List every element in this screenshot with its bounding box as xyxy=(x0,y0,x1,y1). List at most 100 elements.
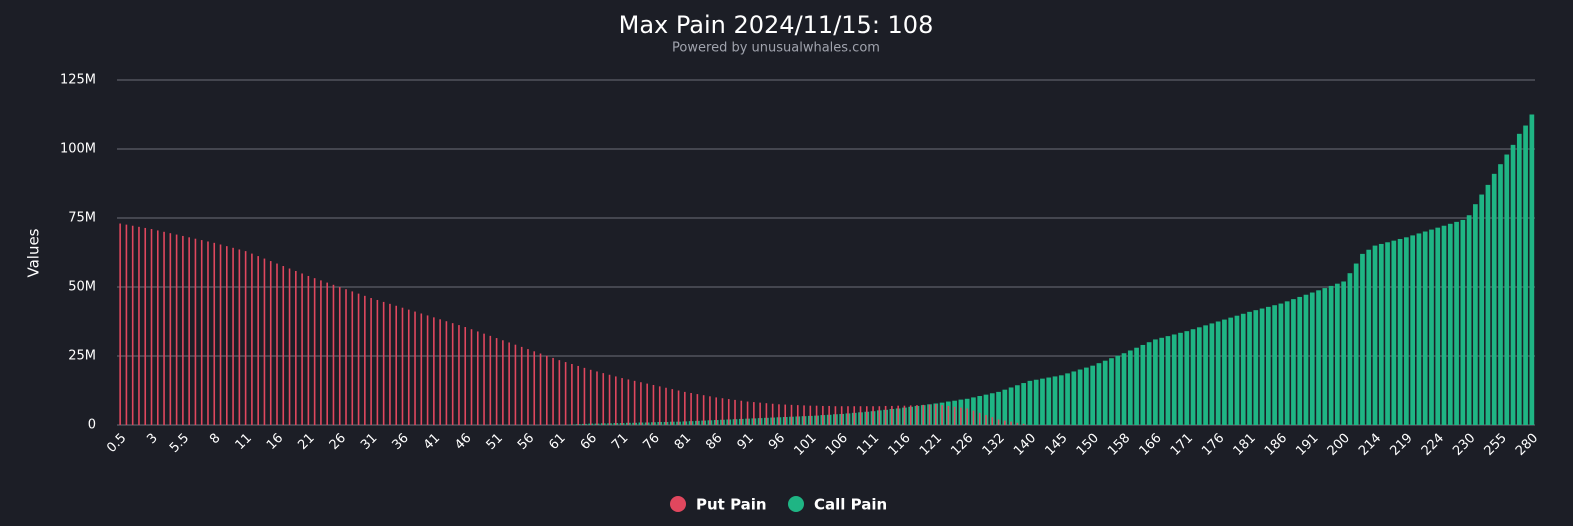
bar xyxy=(1215,321,1221,425)
bar xyxy=(1016,422,1019,425)
bar xyxy=(163,231,165,425)
bar xyxy=(351,291,354,425)
x-tick-label: 5.5 xyxy=(167,431,192,456)
bar xyxy=(1316,290,1321,425)
bar xyxy=(709,396,711,425)
x-tick-label: 132 xyxy=(980,431,1008,459)
bar xyxy=(1040,378,1045,425)
bar xyxy=(1021,383,1026,425)
bar xyxy=(734,399,736,425)
bar xyxy=(633,380,636,425)
bar xyxy=(608,374,611,425)
bar xyxy=(909,405,912,425)
legend-label: Call Pain xyxy=(814,496,887,514)
bar xyxy=(207,241,209,425)
bar xyxy=(508,342,510,425)
bar xyxy=(238,249,241,425)
bar xyxy=(627,379,630,425)
bar xyxy=(840,406,843,425)
bar xyxy=(1278,303,1284,425)
x-tick-label: 46 xyxy=(452,431,474,453)
bar xyxy=(1240,313,1246,425)
x-tick-label: 230 xyxy=(1450,431,1478,459)
bar xyxy=(376,299,379,425)
bar xyxy=(803,405,805,425)
bar xyxy=(332,284,335,425)
bar xyxy=(1466,215,1472,425)
bar xyxy=(646,383,648,425)
x-tick-label: 255 xyxy=(1482,431,1510,459)
bar xyxy=(1322,288,1328,425)
x-tick-label: 76 xyxy=(640,431,662,453)
bar xyxy=(596,371,598,425)
y-axis-label: Values xyxy=(25,228,43,277)
bar xyxy=(989,393,995,425)
bar xyxy=(489,335,492,425)
bar xyxy=(960,407,962,425)
bar xyxy=(903,405,906,425)
bar xyxy=(263,258,266,425)
bar xyxy=(552,357,554,425)
bar xyxy=(213,242,216,425)
bar xyxy=(382,301,385,425)
bar xyxy=(119,223,121,425)
bar xyxy=(696,394,699,425)
y-tick-label: 25M xyxy=(68,349,96,364)
bar xyxy=(439,319,441,425)
bar xyxy=(602,373,605,425)
bar xyxy=(1071,371,1077,425)
x-tick-label: 16 xyxy=(264,431,286,453)
x-tick-label: 8 xyxy=(207,431,223,447)
bar xyxy=(370,298,372,425)
bar xyxy=(922,404,925,425)
bar xyxy=(1115,355,1121,425)
bar xyxy=(407,309,410,425)
bar xyxy=(251,253,253,425)
bar xyxy=(1291,299,1296,425)
bar xyxy=(658,386,661,425)
bar xyxy=(1328,285,1334,425)
bar xyxy=(539,353,542,425)
bar xyxy=(295,270,297,425)
bar xyxy=(1309,292,1315,425)
bar xyxy=(815,405,818,425)
x-tick-label: 280 xyxy=(1513,431,1541,459)
x-tick-label: 91 xyxy=(735,431,757,453)
bar xyxy=(269,261,272,425)
bar xyxy=(558,360,561,425)
bar xyxy=(972,410,975,425)
bar xyxy=(853,406,856,425)
bar xyxy=(401,307,404,425)
bar xyxy=(671,389,674,425)
bar xyxy=(872,406,874,425)
bar xyxy=(433,317,435,425)
bar xyxy=(1027,380,1033,425)
bar xyxy=(307,275,310,425)
bar xyxy=(194,238,197,425)
bar xyxy=(1341,281,1346,425)
bar xyxy=(665,387,667,425)
bar xyxy=(977,396,983,425)
bar xyxy=(834,406,837,425)
x-tick-label: 171 xyxy=(1168,431,1196,459)
bar xyxy=(1065,373,1070,425)
x-tick-label: 66 xyxy=(578,431,600,453)
bar xyxy=(288,268,291,425)
bar xyxy=(1435,227,1441,425)
bar xyxy=(897,405,899,425)
bar xyxy=(884,405,887,425)
bar xyxy=(1247,311,1252,425)
y-tick-label: 125M xyxy=(60,73,96,88)
bar xyxy=(1272,305,1277,425)
bar xyxy=(1529,114,1535,425)
bar xyxy=(1002,389,1008,425)
x-tick-label: 26 xyxy=(327,431,349,453)
bar xyxy=(1447,223,1453,425)
x-tick-label: 140 xyxy=(1011,431,1039,459)
x-tick-label: 158 xyxy=(1105,431,1133,459)
y-tick-label: 0 xyxy=(88,418,96,433)
bar xyxy=(1165,336,1171,425)
bar xyxy=(188,237,190,425)
bar xyxy=(182,235,184,425)
x-tick-label: 126 xyxy=(948,431,976,459)
